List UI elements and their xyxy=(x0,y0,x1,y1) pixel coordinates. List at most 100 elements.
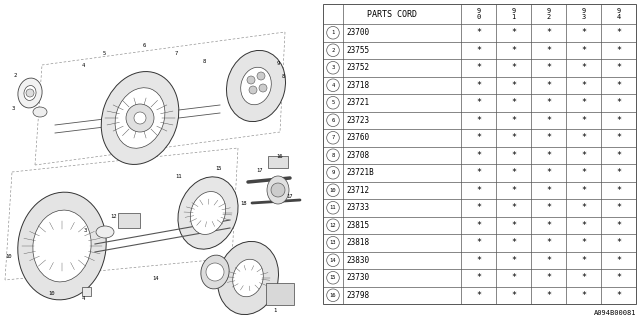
Text: *: * xyxy=(511,256,516,265)
Text: 1: 1 xyxy=(273,308,276,313)
Text: *: * xyxy=(616,238,621,247)
Text: 2: 2 xyxy=(332,48,335,53)
Text: 13: 13 xyxy=(330,240,336,245)
Text: *: * xyxy=(581,133,586,142)
Ellipse shape xyxy=(24,85,36,100)
Text: 17: 17 xyxy=(286,194,292,199)
Text: 23830: 23830 xyxy=(346,256,369,265)
Text: *: * xyxy=(616,98,621,107)
Text: *: * xyxy=(476,81,481,90)
Text: *: * xyxy=(546,291,551,300)
Text: 16: 16 xyxy=(276,154,282,159)
Ellipse shape xyxy=(18,78,42,108)
Text: 9
2: 9 2 xyxy=(547,8,550,20)
Text: *: * xyxy=(581,168,586,177)
Bar xyxy=(82,287,91,296)
Text: *: * xyxy=(476,28,481,37)
Ellipse shape xyxy=(101,72,179,164)
Text: A094B00081: A094B00081 xyxy=(593,310,636,316)
Text: *: * xyxy=(616,186,621,195)
Text: 10: 10 xyxy=(48,291,54,296)
Text: 5: 5 xyxy=(332,100,335,105)
Text: *: * xyxy=(616,221,621,230)
Text: *: * xyxy=(511,238,516,247)
Text: *: * xyxy=(476,221,481,230)
Text: *: * xyxy=(546,186,551,195)
Text: 2: 2 xyxy=(14,73,17,78)
Text: 23752: 23752 xyxy=(346,63,369,72)
Text: 23730: 23730 xyxy=(346,273,369,282)
Text: *: * xyxy=(476,133,481,142)
Circle shape xyxy=(126,104,154,132)
Text: *: * xyxy=(511,46,516,55)
Text: *: * xyxy=(581,256,586,265)
Text: 3: 3 xyxy=(84,228,87,233)
Text: 23712: 23712 xyxy=(346,186,369,195)
Text: *: * xyxy=(616,63,621,72)
Text: 23718: 23718 xyxy=(346,81,369,90)
Text: *: * xyxy=(616,46,621,55)
Text: *: * xyxy=(546,133,551,142)
Text: *: * xyxy=(476,98,481,107)
Ellipse shape xyxy=(115,88,165,148)
Text: *: * xyxy=(476,256,481,265)
Text: *: * xyxy=(546,63,551,72)
Text: *: * xyxy=(616,291,621,300)
Text: *: * xyxy=(511,168,516,177)
Text: *: * xyxy=(581,273,586,282)
Text: *: * xyxy=(616,151,621,160)
Text: *: * xyxy=(511,116,516,125)
Text: *: * xyxy=(511,81,516,90)
Text: *: * xyxy=(581,81,586,90)
Text: 9
0: 9 0 xyxy=(476,8,481,20)
Bar xyxy=(268,156,288,168)
Text: 9
3: 9 3 xyxy=(581,8,586,20)
Bar xyxy=(118,213,140,228)
Text: 23755: 23755 xyxy=(346,46,369,55)
Text: 23818: 23818 xyxy=(346,238,369,247)
Text: *: * xyxy=(511,203,516,212)
Text: *: * xyxy=(546,46,551,55)
Text: *: * xyxy=(511,151,516,160)
Text: *: * xyxy=(546,116,551,125)
Circle shape xyxy=(249,86,257,94)
Text: *: * xyxy=(581,186,586,195)
Text: *: * xyxy=(581,238,586,247)
Text: 11: 11 xyxy=(175,174,182,179)
Text: 23700: 23700 xyxy=(346,28,369,37)
Text: 17: 17 xyxy=(256,168,262,173)
Text: 10: 10 xyxy=(330,188,336,193)
Text: 1: 1 xyxy=(332,30,335,35)
Ellipse shape xyxy=(33,210,91,282)
Text: *: * xyxy=(511,291,516,300)
Text: 8: 8 xyxy=(332,153,335,158)
Text: *: * xyxy=(581,116,586,125)
Text: PARTS CORD: PARTS CORD xyxy=(367,10,417,19)
Text: *: * xyxy=(546,168,551,177)
Text: *: * xyxy=(616,133,621,142)
Circle shape xyxy=(247,76,255,84)
Text: *: * xyxy=(616,116,621,125)
Ellipse shape xyxy=(96,226,114,238)
Text: 23760: 23760 xyxy=(346,133,369,142)
Text: *: * xyxy=(546,238,551,247)
Text: 3: 3 xyxy=(12,106,15,111)
Text: 7: 7 xyxy=(175,51,179,56)
Text: 23798: 23798 xyxy=(346,291,369,300)
Text: *: * xyxy=(546,256,551,265)
Text: 23721: 23721 xyxy=(346,98,369,107)
Text: *: * xyxy=(546,151,551,160)
Ellipse shape xyxy=(227,51,285,122)
Text: 23723: 23723 xyxy=(346,116,369,125)
Ellipse shape xyxy=(218,241,278,315)
Text: *: * xyxy=(616,273,621,282)
Text: *: * xyxy=(581,151,586,160)
Text: 3: 3 xyxy=(332,65,335,70)
Text: *: * xyxy=(546,203,551,212)
Text: 4: 4 xyxy=(82,296,85,301)
Text: 9: 9 xyxy=(332,170,335,175)
Text: 8: 8 xyxy=(282,74,285,79)
Text: *: * xyxy=(546,28,551,37)
Text: *: * xyxy=(546,221,551,230)
Text: 10: 10 xyxy=(5,254,12,259)
